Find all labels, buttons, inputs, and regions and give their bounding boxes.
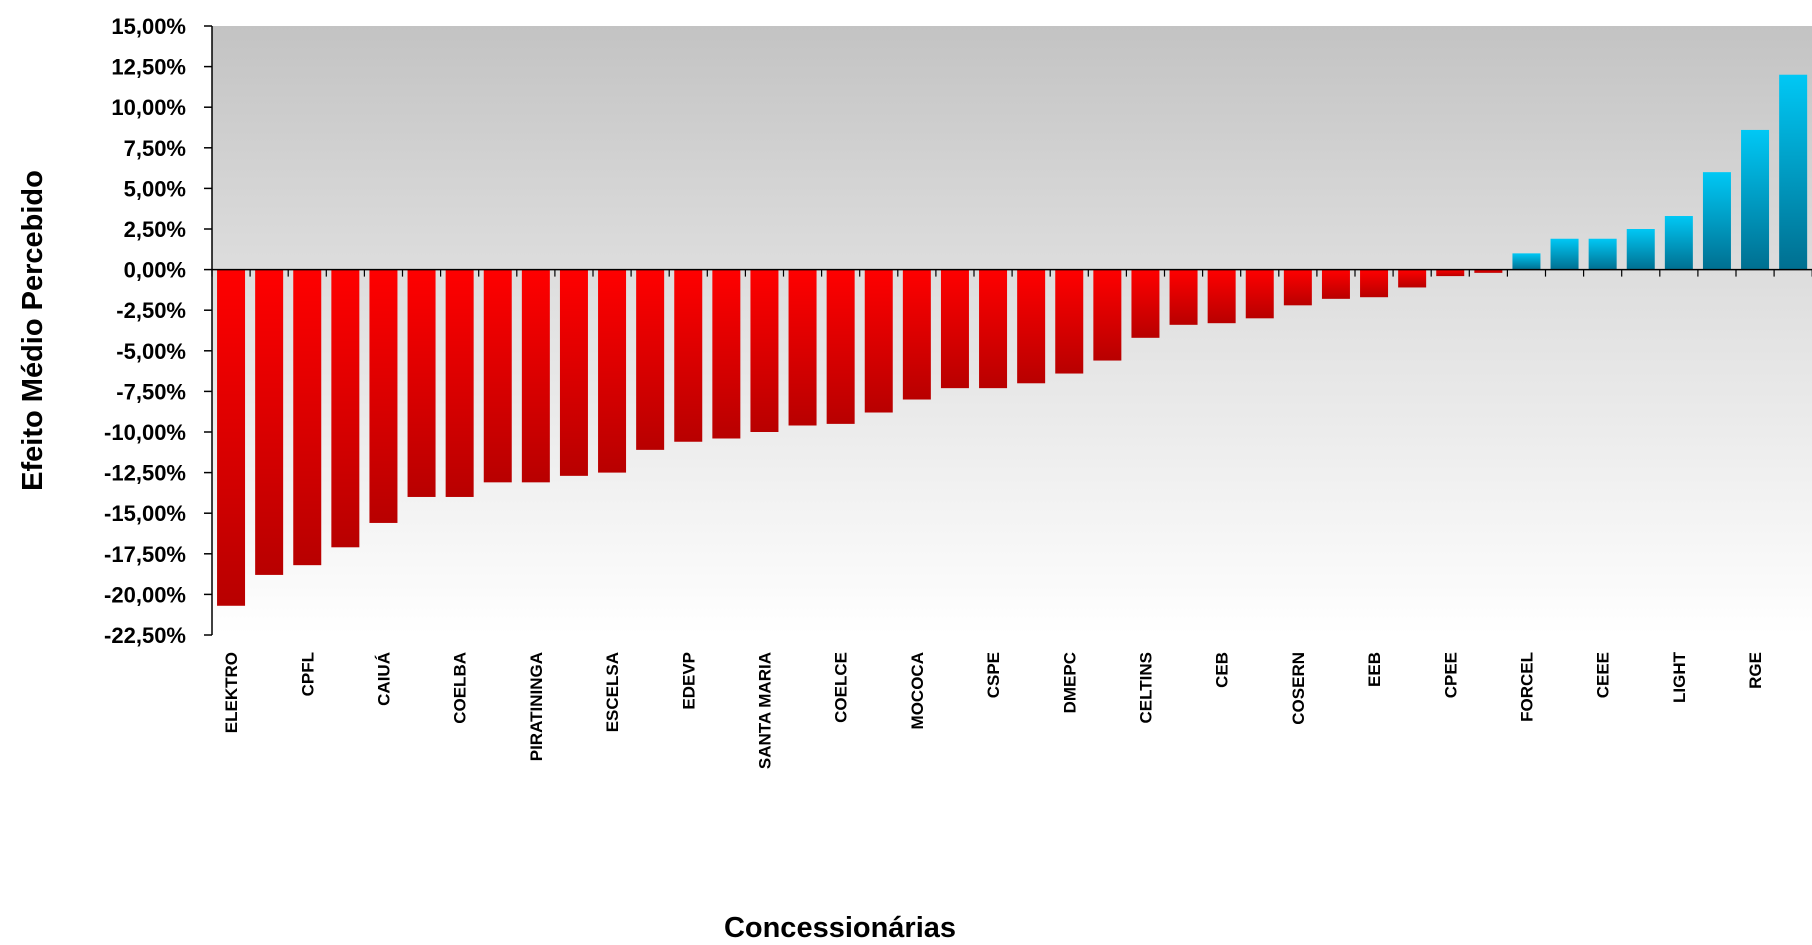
- bar: [864, 269, 893, 413]
- category-label: CEEE: [1594, 652, 1613, 698]
- bar: [255, 269, 284, 575]
- bar: [674, 269, 703, 442]
- bar: [788, 269, 817, 426]
- category-label: COELCE: [832, 652, 851, 723]
- category-label: PIRATININGA: [527, 652, 546, 761]
- bar: [1169, 269, 1198, 325]
- category-label: MOCOCA: [908, 652, 927, 729]
- y-tick-label: -22,50%: [104, 623, 186, 648]
- y-tick-label: -17,50%: [104, 542, 186, 567]
- category-label: COSERN: [1289, 652, 1308, 725]
- bar: [483, 269, 512, 483]
- bar: [1131, 269, 1160, 338]
- x-axis-title: Concessionárias: [724, 912, 956, 944]
- y-tick-label: -5,00%: [116, 339, 186, 364]
- bar: [1436, 269, 1465, 277]
- y-tick-label: -7,50%: [116, 379, 186, 404]
- bar: [1741, 129, 1770, 270]
- bar: [293, 269, 322, 566]
- y-tick-label: -20,00%: [104, 582, 186, 607]
- bar: [1779, 74, 1808, 270]
- category-label: SANTA MARIA: [755, 652, 774, 769]
- bar: [217, 269, 246, 606]
- bar: [369, 269, 398, 523]
- bar: [1588, 238, 1617, 270]
- category-label: CPEE: [1441, 652, 1460, 698]
- bar: [1245, 269, 1274, 319]
- category-label: LIGHT: [1670, 651, 1689, 703]
- category-label: ELEKTRO: [222, 652, 241, 733]
- y-tick-label: -12,50%: [104, 461, 186, 486]
- bar: [1398, 269, 1427, 288]
- bar: [1664, 216, 1693, 270]
- bar: [1093, 269, 1122, 361]
- y-tick-label: 10,00%: [111, 95, 186, 120]
- category-label: EEB: [1365, 652, 1384, 687]
- y-axis-ticks: 15,00% 12,50% 10,00% 7,50% 5,00% 2,50% 0,00% -2…: [104, 14, 212, 648]
- y-tick-label: -2,50%: [116, 298, 186, 323]
- category-label: CPFL: [298, 652, 317, 696]
- bar: [750, 269, 779, 432]
- bar: [445, 269, 474, 497]
- bar: [1474, 269, 1503, 273]
- bar: [636, 269, 665, 450]
- category-label: ESCELSA: [603, 652, 622, 732]
- bar: [1550, 238, 1579, 270]
- y-tick-label: 5,00%: [124, 176, 186, 201]
- category-label: COELBA: [451, 652, 470, 724]
- y-tick-label: -10,00%: [104, 420, 186, 445]
- bar: [1512, 253, 1541, 270]
- bar: [940, 269, 969, 389]
- y-tick-label: 7,50%: [124, 136, 186, 161]
- bar: [1017, 269, 1046, 384]
- bar: [826, 269, 855, 424]
- y-tick-label: 2,50%: [124, 217, 186, 242]
- bar: [712, 269, 741, 439]
- bar: [598, 269, 627, 473]
- category-label: DMEPC: [1060, 652, 1079, 713]
- bar: [902, 269, 931, 400]
- category-label: CAIUÁ: [374, 652, 393, 706]
- bar: [1321, 269, 1350, 299]
- category-label: CELTINS: [1136, 652, 1155, 723]
- bar: [559, 269, 588, 476]
- bar: [979, 269, 1008, 389]
- category-labels: ELEKTRO CPFL CAIUÁ COELBA PIRATININGA ESCELSA…: [222, 651, 1765, 769]
- category-label: CEB: [1213, 652, 1232, 688]
- bar: [1626, 229, 1655, 270]
- bar: [1207, 269, 1236, 324]
- bars: [217, 74, 1808, 606]
- bar: [407, 269, 436, 497]
- plot-area-background: [212, 26, 1812, 635]
- y-tick-label: -15,00%: [104, 501, 186, 526]
- bar: [1360, 269, 1389, 298]
- bar: [1702, 172, 1731, 270]
- bar: [1283, 269, 1312, 306]
- y-tick-label: 15,00%: [111, 14, 186, 39]
- category-label: EDEVP: [679, 652, 698, 710]
- y-tick-label: 0,00%: [124, 258, 186, 283]
- category-label: CSPE: [984, 652, 1003, 698]
- y-tick-label: 12,50%: [111, 55, 186, 80]
- bar: [331, 269, 360, 548]
- bar: [1055, 269, 1084, 374]
- y-axis-title: Efeito Médio Percebido: [17, 170, 49, 491]
- bar: [521, 269, 550, 483]
- category-label: FORCEL: [1517, 652, 1536, 722]
- category-label: RGE: [1746, 652, 1765, 689]
